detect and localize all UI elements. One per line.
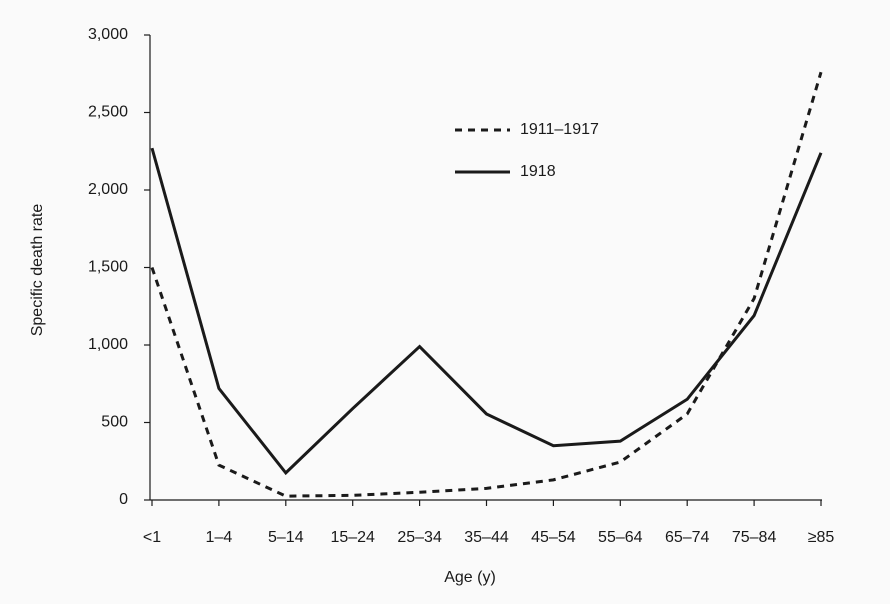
x-tick-label: <1 bbox=[143, 529, 161, 546]
series-line bbox=[150, 71, 823, 498]
x-tick-label: 25–34 bbox=[397, 529, 442, 546]
x-tick-label: 45–54 bbox=[531, 529, 576, 546]
x-tick-label: 15–24 bbox=[330, 529, 375, 546]
legend-label: 1911–1917 bbox=[520, 121, 599, 138]
series-line bbox=[150, 147, 823, 476]
y-tick-label: 1,000 bbox=[88, 336, 128, 353]
x-tick-label: 55–64 bbox=[598, 529, 643, 546]
x-tick-label: 1–4 bbox=[206, 529, 233, 546]
y-tick-label: 2,500 bbox=[88, 104, 128, 121]
x-tick-label: ≥85 bbox=[808, 529, 835, 546]
y-tick-label: 500 bbox=[101, 414, 128, 431]
y-tick-label: 1,500 bbox=[88, 259, 128, 276]
x-axis-label: Age (y) bbox=[444, 569, 496, 586]
x-tick-label: 65–74 bbox=[665, 529, 710, 546]
y-tick-label: 3,000 bbox=[88, 26, 128, 43]
x-tick-label: 75–84 bbox=[732, 529, 777, 546]
x-tick-label: 5–14 bbox=[268, 529, 304, 546]
legend-label: 1918 bbox=[520, 163, 556, 180]
y-axis-label: Specific death rate bbox=[29, 204, 46, 337]
x-tick-label: 35–44 bbox=[464, 529, 509, 546]
y-tick-label: 2,000 bbox=[88, 181, 128, 198]
y-tick-label: 0 bbox=[119, 491, 128, 508]
